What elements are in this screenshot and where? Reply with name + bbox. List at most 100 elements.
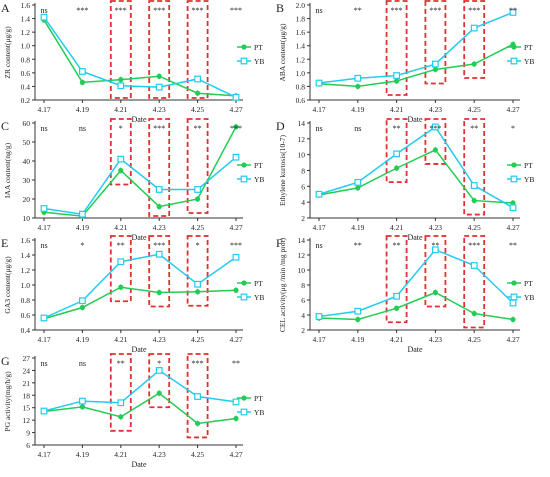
data-point-yb [78,68,86,75]
y-tick-label: 4 [301,311,305,320]
y-tick-label: 1.0 [21,281,31,290]
data-point-yb [232,253,240,261]
x-tick-label: 4.27 [229,105,242,114]
highlight-box [463,235,486,329]
data-point-yb [194,280,202,288]
legend-label: PT [254,43,263,52]
series-line-yb [43,156,237,216]
data-point-yb [393,72,400,79]
significance-label: ns [40,124,47,133]
highlight-box [109,0,132,99]
y-tick-label: 0.4 [21,326,31,335]
y-tick-label: 1.8 [296,15,306,24]
chart-panel-b: B 0.6 0.8 1.0 1.2 1.4 1.6 1.8 2.0 4.17 4.19 4.21 4.2… [276,0,534,124]
significance-label: ** [509,6,517,15]
significance-label: *** [391,6,403,15]
data-point-yb [232,153,240,161]
y-tick-label: 6 [301,182,305,191]
significance-label: *** [429,124,441,133]
data-point-yb [117,258,125,266]
significance-label: ** [117,359,125,368]
y-tick-label: 60 [23,119,31,128]
y-tick-label: 21 [23,379,31,388]
data-point-yb [393,292,400,300]
data-point-yb [509,9,517,16]
data-point-yb [155,186,163,193]
series-line-yb [318,11,514,84]
data-point-pt [355,83,361,90]
y-tick-label: 9 [26,429,30,438]
highlight-box [463,0,486,79]
y-axis-title: ABA content(μg/g) [278,23,287,81]
data-point-pt [118,167,124,174]
y-tick-label: 18 [23,391,31,400]
significance-label: *** [468,6,480,15]
data-point-yb [78,210,86,218]
y-axis-title: IAA content(ng/g) [3,142,12,198]
data-point-pt [156,390,162,396]
x-tick-label: 4.25 [191,450,204,459]
highlight-box [148,0,171,99]
data-point-pt [79,404,85,410]
series-line-yb [43,253,237,319]
x-tick-label: 4.17 [37,105,50,114]
highlight-box [186,118,209,214]
legend-marker [510,175,518,183]
significance-label: *** [153,124,165,133]
series-line-pt [318,291,514,321]
legend-label: PT [524,43,533,52]
data-point-pt [233,287,239,293]
significance-label: *** [153,241,165,250]
data-point-yb [194,186,202,193]
y-tick-label: 6 [301,296,305,305]
legend-marker [240,57,248,65]
significance-label: ** [393,124,401,133]
y-tick-label: 1.6 [296,28,306,37]
data-point-pt [233,124,239,130]
x-tick-label: 4.25 [191,223,204,232]
data-point-yb [393,150,400,158]
data-point-pt [510,316,516,323]
legend-marker [241,395,247,401]
x-tick-label: 4.21 [390,105,403,114]
x-tick-label: 4.25 [468,335,481,344]
x-tick-label: 4.17 [312,335,325,344]
highlight-box [109,118,132,186]
significance-label: *** [429,6,441,15]
significance-label: ** [232,359,240,368]
data-point-yb [117,155,125,163]
y-tick-label: 12 [298,135,306,144]
legend-marker [511,162,517,168]
chart-panel-a: A 0.2 0.4 0.6 0.8 1.0 1.2 1.4 1.6 4.17 4.19 4.21 4.2… [1,0,264,124]
y-axis-title: PG activity(mg/h/g) [3,371,12,432]
x-tick-label: 4.17 [37,223,50,232]
legend-label: PT [524,279,533,288]
significance-label: ** [509,241,517,250]
significance-label: *** [230,124,242,133]
significance-label: * [119,124,123,133]
legend-marker [240,293,248,301]
significance-label: *** [230,6,242,15]
panel-letter: G [1,354,10,368]
significance-label: ns [40,241,47,250]
highlight-box [385,118,408,184]
y-tick-label: 0.6 [21,311,31,320]
x-tick-label: 4.17 [37,335,50,344]
y-tick-label: 0.6 [296,96,306,105]
significance-label: * [511,124,515,133]
data-point-yb [194,75,202,83]
data-point-yb [194,393,202,400]
y-tick-label: 0.8 [21,296,31,305]
legend-label: YB [254,408,264,417]
data-point-yb [155,250,163,258]
y-tick-label: 8 [301,167,305,176]
x-tick-label: 4.25 [191,105,204,114]
data-point-yb [432,123,439,131]
significance-label: *** [468,241,480,250]
y-tick-label: 6 [26,441,30,450]
data-point-yb [470,24,478,32]
y-tick-label: 10 [298,266,306,275]
data-point-yb [117,399,125,407]
x-tick-label: 4.23 [153,450,166,459]
